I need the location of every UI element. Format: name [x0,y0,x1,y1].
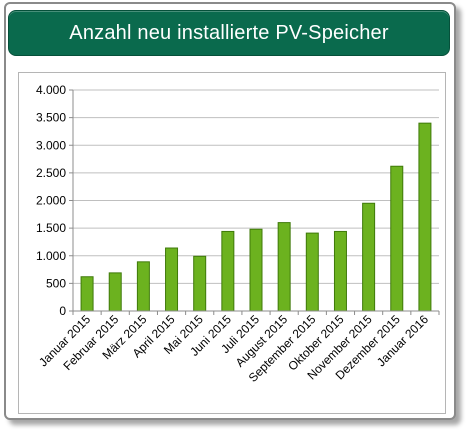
y-tick-label: 4.000 [36,83,66,97]
bar [418,122,432,312]
y-tick-label: 2.500 [36,166,66,180]
y-tick-label: 0 [59,304,66,318]
y-tick-label: 2.000 [36,194,66,208]
bar [277,222,291,312]
chart-title-bar: Anzahl neu installierte PV-Speicher [8,10,450,56]
bar [80,276,94,312]
bar [362,202,376,312]
y-tick-label: 500 [46,276,66,290]
bar [108,272,122,312]
bar [221,230,235,312]
bar [249,228,263,312]
y-tick-label: 3.500 [36,111,66,125]
y-tick-label: 3.000 [36,138,66,152]
y-axis: 0 500 1.000 1.500 2.000 2.500 3.000 3.500 4.000 [36,83,74,318]
chart-title: Anzahl neu installierte PV-Speicher [69,21,389,44]
bar [136,261,150,312]
bar [333,230,347,312]
bars [80,122,432,312]
bar [305,232,319,312]
bar [193,255,207,312]
bar [390,165,404,312]
bar [165,247,179,312]
y-tick-label: 1.000 [36,249,66,263]
y-tick-label: 1.500 [36,221,66,235]
